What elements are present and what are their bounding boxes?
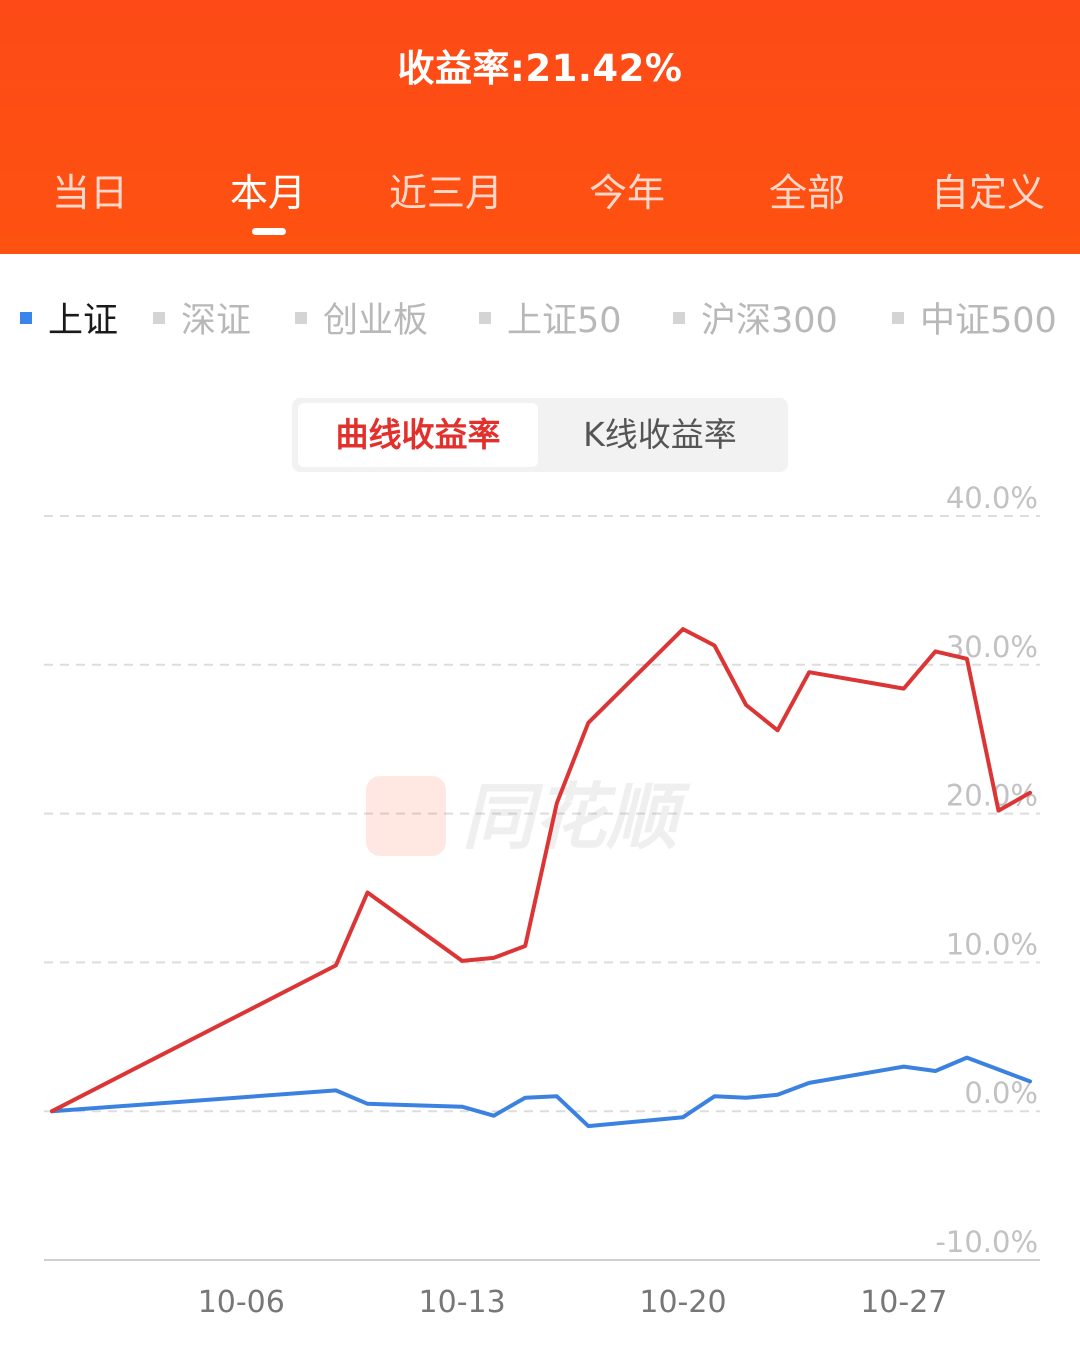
y-tick-label: -10.0%	[935, 1225, 1038, 1259]
period-tabs: 当日 本月 近三月 今年 全部 自定义	[0, 162, 1080, 242]
index-shenzhen-legend-square	[153, 311, 165, 324]
index-shanghai[interactable]: 上证	[20, 292, 118, 343]
index-sse50-label: 上证50	[507, 301, 622, 341]
tab-this-month[interactable]: 本月	[178, 162, 358, 235]
tab-three-months[interactable]: 近三月	[388, 171, 503, 215]
x-tick-label: 10-27	[860, 1285, 947, 1320]
tab-today[interactable]: 当日	[51, 171, 128, 215]
x-tick-label: 10-13	[419, 1285, 506, 1320]
tab-this-year[interactable]: 今年	[588, 171, 665, 215]
index-csi500-legend-square	[892, 311, 904, 324]
chart-mode-toggle: 曲线收益率 K线收益率	[292, 398, 788, 472]
index-csi300-legend-square	[673, 311, 685, 324]
active-tab-indicator	[252, 228, 286, 235]
index-shenzhen[interactable]: 深证	[153, 292, 251, 343]
shanghai-index-line	[50, 1055, 1032, 1129]
curve-return-button[interactable]: 曲线收益率	[298, 403, 538, 467]
header-bar: 收益率:21.42% 当日 本月 近三月 今年 全部 自定义	[0, 0, 1080, 254]
return-chart: 同花顺 40.0%30.0%20.0%10.0%0.0%-10.0% 10-06…	[44, 481, 1040, 1320]
chart-series	[50, 627, 1032, 1129]
tab-this-month-label: 本月	[229, 171, 306, 215]
watermark-text: 同花顺	[462, 775, 691, 859]
y-tick-label: 10.0%	[946, 927, 1038, 961]
x-tick-label: 10-06	[198, 1285, 285, 1320]
index-shenzhen-label: 深证	[181, 301, 252, 341]
x-tick-label: 10-20	[639, 1285, 726, 1320]
y-axis: 40.0%30.0%20.0%10.0%0.0%-10.0%	[935, 481, 1038, 1259]
index-csi500[interactable]: 中证500	[892, 292, 1057, 343]
index-shanghai-label: 上证	[48, 301, 119, 341]
index-sse50[interactable]: 上证50	[479, 292, 622, 343]
index-csi300-label: 沪深300	[701, 301, 838, 341]
portfolio-return-line	[50, 627, 1032, 1114]
index-sse50-legend-square	[479, 311, 491, 324]
index-chinext-legend-square	[295, 311, 307, 324]
kline-return-button[interactable]: K线收益率	[583, 415, 737, 454]
page-title: 收益率:21.42%	[397, 47, 683, 90]
index-chinext[interactable]: 创业板	[295, 292, 428, 343]
index-shanghai-legend-square	[20, 311, 32, 324]
index-selector: 上证 深证 创业板 上证50 沪深300 中证500	[0, 292, 1080, 348]
index-csi300[interactable]: 沪深300	[673, 292, 838, 343]
tab-custom[interactable]: 自定义	[930, 171, 1045, 215]
y-tick-label: 40.0%	[946, 481, 1038, 515]
tab-all[interactable]: 全部	[768, 171, 845, 215]
x-axis: 10-06 10-13 10-20 10-27	[198, 1285, 948, 1320]
watermark-logo-icon	[366, 776, 446, 856]
chart-grid	[44, 515, 1040, 1113]
index-chinext-label: 创业板	[323, 301, 429, 341]
watermark: 同花顺	[366, 775, 691, 859]
index-csi500-label: 中证500	[920, 301, 1057, 341]
